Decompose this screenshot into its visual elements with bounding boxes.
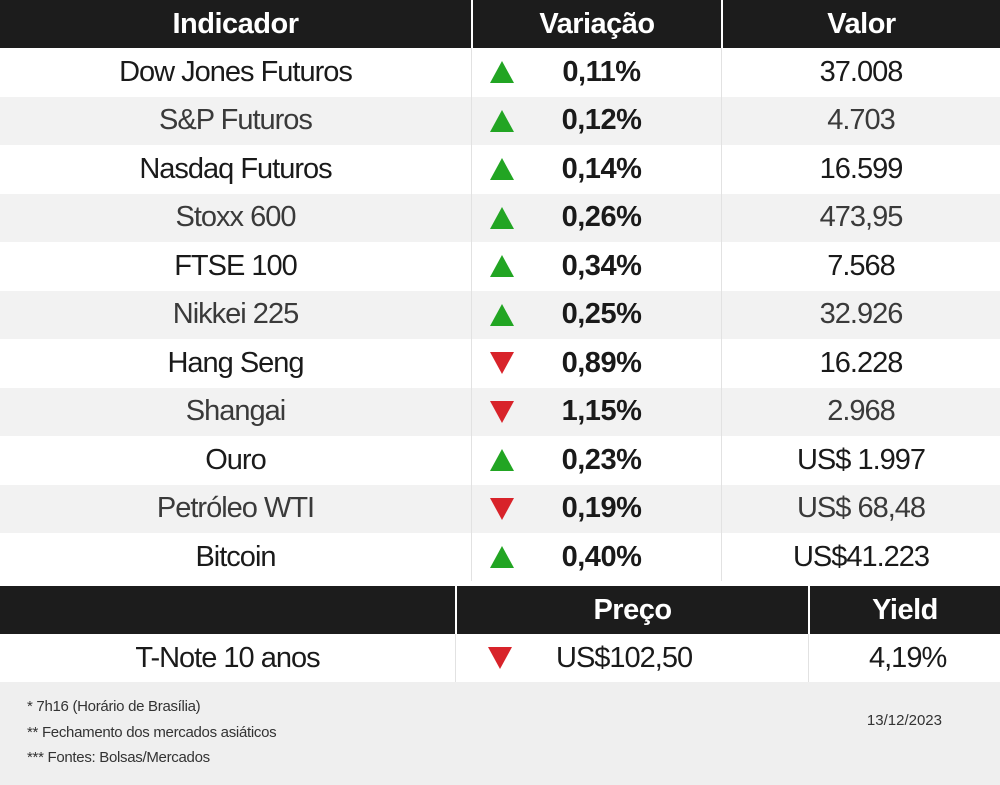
variation-percent: 0,12%	[561, 104, 642, 137]
indicator-name: Bitcoin	[0, 533, 471, 582]
indicator-name: Shangai	[0, 387, 471, 436]
variation-cell: 0,11%	[471, 48, 721, 97]
footer: * 7h16 (Horário de Brasília) ** Fechamen…	[0, 682, 1000, 785]
indicator-value: 16.228	[721, 339, 1000, 388]
variation-cell: 0,89%	[471, 339, 721, 388]
arrow-up-icon	[490, 303, 514, 326]
arrow-down-icon	[490, 497, 514, 520]
indicator-value: 4.703	[721, 96, 1000, 145]
arrow-down-icon	[490, 400, 514, 423]
variation-percent: 0,25%	[561, 298, 642, 331]
arrow-up-icon	[490, 109, 514, 132]
bond-header-yield: Yield	[808, 586, 1000, 634]
variation-cell: 0,34%	[471, 242, 721, 291]
variation-percent: 1,15%	[561, 395, 642, 428]
indicator-name: Dow Jones Futuros	[0, 48, 471, 97]
indicator-name: Nikkei 225	[0, 290, 471, 339]
arrow-down-icon	[490, 352, 514, 375]
arrow-up-icon	[490, 158, 514, 181]
header-variation: Variação	[471, 0, 721, 48]
indicator-value: 473,95	[721, 193, 1000, 242]
header-value: Valor	[721, 0, 1000, 48]
market-table: Indicador Variação Valor Dow Jones Futur…	[0, 0, 1000, 582]
bond-price-cell: US$102,50	[455, 634, 808, 683]
variation-percent: 0,89%	[561, 346, 642, 379]
variation-percent: 0,19%	[561, 492, 642, 525]
indicator-name: Petróleo WTI	[0, 484, 471, 533]
footer-date: 13/12/2023	[866, 712, 942, 729]
bond-direction-icon	[488, 647, 512, 670]
variation-percent: 0,26%	[561, 201, 642, 234]
bond-price: US$102,50	[556, 641, 693, 674]
variation-percent: 0,34%	[561, 249, 642, 282]
bond-table: Preço Yield T-Note 10 anos US$102,50 4,1…	[0, 586, 1000, 683]
variation-percent: 0,14%	[561, 152, 642, 185]
indicator-name: Ouro	[0, 436, 471, 485]
bond-header-price: Preço	[455, 586, 808, 634]
indicator-name: Stoxx 600	[0, 193, 471, 242]
arrow-up-icon	[490, 449, 514, 472]
variation-cell: 0,25%	[471, 290, 721, 339]
indicator-value: 7.568	[721, 242, 1000, 291]
variation-percent: 0,40%	[561, 540, 642, 573]
indicator-name: FTSE 100	[0, 242, 471, 291]
variation-cell: 0,19%	[471, 484, 721, 533]
variation-cell: 0,26%	[471, 193, 721, 242]
arrow-up-icon	[490, 61, 514, 84]
arrow-up-icon	[490, 206, 514, 229]
indicator-value: 37.008	[721, 48, 1000, 97]
footer-note-2: ** Fechamento dos mercados asiáticos	[27, 724, 277, 741]
variation-percent: 0,11%	[562, 55, 641, 88]
indicator-value: US$ 68,48	[721, 484, 1000, 533]
bond-header-blank	[0, 586, 455, 634]
variation-cell: 0,23%	[471, 436, 721, 485]
variation-percent: 0,23%	[561, 443, 642, 476]
header-indicator: Indicador	[0, 0, 471, 48]
table-gap	[0, 581, 1000, 586]
indicator-name: S&P Futuros	[0, 96, 471, 145]
bond-name: T-Note 10 anos	[0, 634, 455, 683]
arrow-up-icon	[490, 255, 514, 278]
variation-cell: 0,12%	[471, 96, 721, 145]
variation-cell: 0,40%	[471, 533, 721, 582]
indicator-value: US$ 1.997	[721, 436, 1000, 485]
indicator-name: Nasdaq Futuros	[0, 145, 471, 194]
bond-yield: 4,19%	[808, 634, 1000, 683]
indicator-name: Hang Seng	[0, 339, 471, 388]
variation-cell: 1,15%	[471, 387, 721, 436]
indicator-value: 16.599	[721, 145, 1000, 194]
indicator-value: 2.968	[721, 387, 1000, 436]
variation-cell: 0,14%	[471, 145, 721, 194]
indicator-value: US$41.223	[721, 533, 1000, 582]
footer-note-3: *** Fontes: Bolsas/Mercados	[27, 749, 210, 766]
arrow-up-icon	[490, 546, 514, 569]
footer-note-1: * 7h16 (Horário de Brasília)	[27, 698, 201, 715]
indicator-value: 32.926	[721, 290, 1000, 339]
